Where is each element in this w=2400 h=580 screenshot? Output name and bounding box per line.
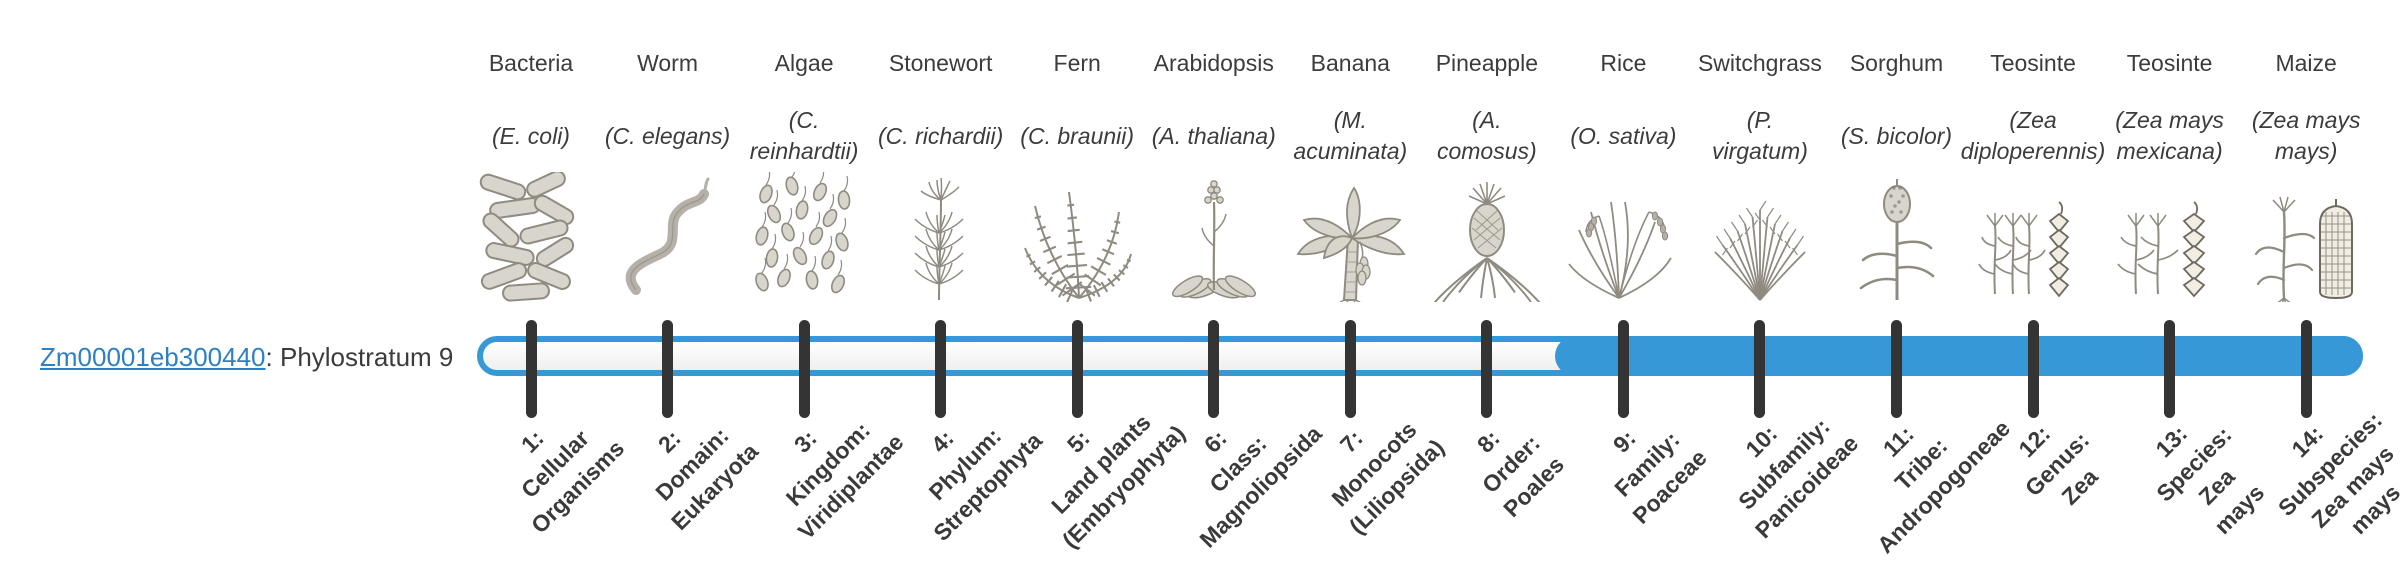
tick-mark (1344, 320, 1356, 418)
switchgrass-icon (1698, 172, 1822, 302)
common-name-label: Worm (637, 50, 698, 76)
tick-mark (2027, 320, 2039, 418)
scientific-name-label: (Zea diploperennis) (1960, 107, 2106, 164)
sorghum-icon (1835, 172, 1959, 302)
fern-icon (1015, 172, 1139, 302)
worm-icon (606, 172, 730, 302)
scientific-name-label: (O. sativa) (1570, 122, 1677, 149)
tick-mark (1071, 320, 1083, 418)
common-name-label: Fern (1053, 50, 1101, 76)
scientific-name-label: (A. comosus) (1436, 107, 1537, 164)
teosinte-mexicana-icon (2108, 172, 2232, 302)
common-name-label: Algae (774, 50, 834, 76)
common-name-label: Teosinte (1990, 50, 2076, 76)
banana-icon (1288, 172, 1412, 302)
tick-mark (2300, 320, 2312, 418)
tick-mark (1481, 320, 1493, 418)
algae-icon (742, 172, 866, 302)
tick-mark (1891, 320, 1902, 418)
common-name-label: Banana (1310, 50, 1390, 76)
gene-id-link[interactable]: Zm00001eb300440 (40, 342, 266, 372)
tick-mark (1208, 320, 1220, 418)
scientific-name-label: (Zea mays mays) (2251, 107, 2361, 164)
scientific-name-label: (C. elegans) (604, 122, 731, 149)
common-name-label: Bacteria (488, 50, 574, 76)
tick-mark (662, 320, 674, 418)
tick-mark (935, 320, 947, 418)
tick-mark (1754, 320, 1766, 418)
scientific-name-label: (P. virgatum) (1712, 107, 1808, 164)
tick-mark (2164, 320, 2176, 418)
common-name-label: Switchgrass (1697, 50, 1822, 76)
phylo-bar-fill (1555, 336, 2363, 376)
arabidopsis-icon (1152, 172, 1276, 302)
common-name-label: Sorghum (1849, 50, 1944, 76)
common-name-label: Rice (1600, 50, 1647, 76)
scientific-name-label: (E. coli) (492, 122, 570, 149)
common-name-label: Stonewort (888, 50, 993, 76)
gene-phylostratum-text: : Phylostratum 9 (265, 342, 454, 372)
scientific-name-label: (C. richardii) (878, 122, 1004, 149)
tick-mark (1617, 320, 1629, 418)
scientific-name-label: (C. braunii) (1020, 122, 1135, 149)
common-name-label: Maize (2275, 50, 2337, 76)
gene-label: Zm00001eb300440: Phylostratum 9 (40, 342, 453, 373)
tick-mark (798, 320, 810, 418)
common-name-label: Pineapple (1435, 50, 1538, 76)
scientific-name-label: (Zea mays mexicana) (2115, 107, 2224, 164)
tick-mark (525, 320, 537, 418)
rice-icon (1561, 172, 1685, 302)
common-name-label: Teosinte (2126, 50, 2213, 76)
scientific-name-label: (M. acuminata) (1293, 107, 1408, 164)
teosinte-diploperennis-icon (1971, 172, 2095, 302)
common-name-label: Arabidopsis (1153, 50, 1274, 76)
scientific-name-label: (S. bicolor) (1840, 122, 1953, 149)
pineapple-icon (1425, 172, 1549, 302)
scientific-name-label: (C. reinhardtii) (749, 107, 859, 164)
stonewort-icon (879, 172, 1003, 302)
maize-icon (2244, 172, 2368, 302)
bacteria-icon (469, 172, 593, 302)
scientific-name-label: (A. thaliana) (1151, 122, 1276, 149)
